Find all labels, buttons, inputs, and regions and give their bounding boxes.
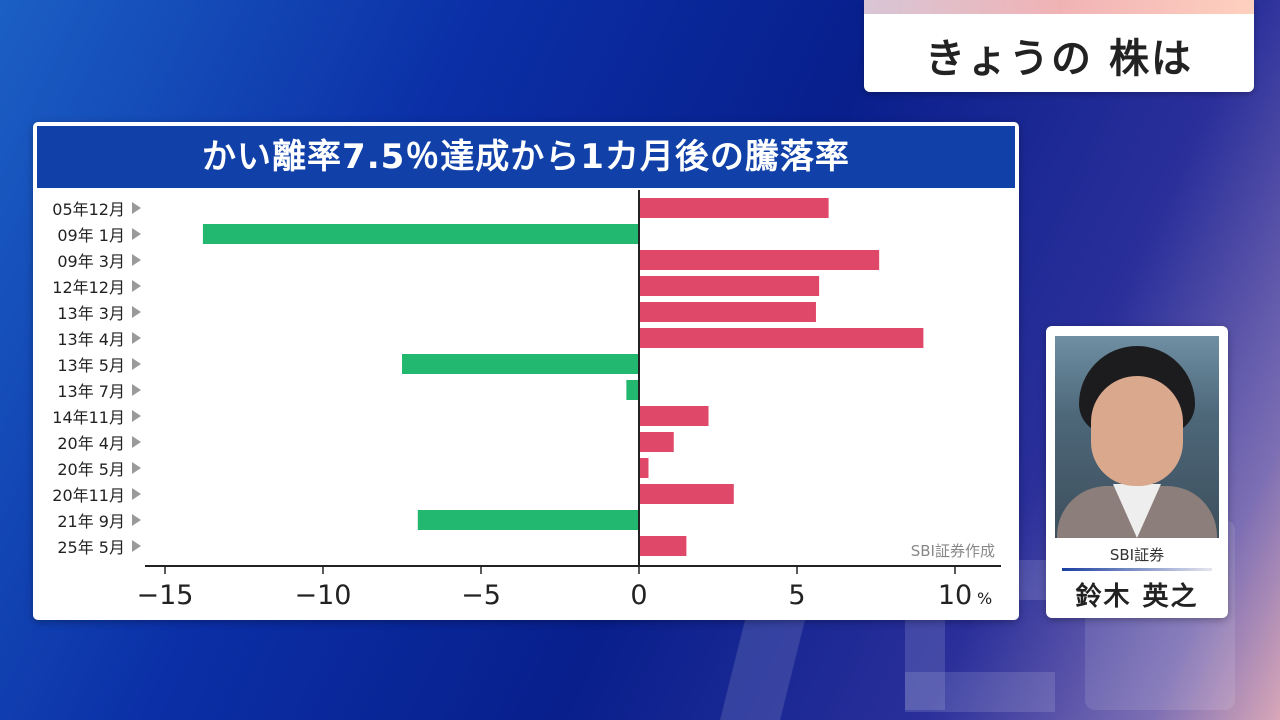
category-label: 13年 4月 <box>57 330 125 349</box>
watermark-shape <box>905 672 1055 712</box>
category-arrow <box>132 410 141 422</box>
category-arrow <box>132 280 141 292</box>
bar <box>626 380 639 400</box>
x-tick-label: 10 <box>938 580 972 611</box>
category-arrow <box>132 228 141 240</box>
bar <box>639 536 687 556</box>
category-label: 20年11月 <box>52 486 125 505</box>
category-arrow <box>132 306 141 318</box>
category-arrow <box>132 254 141 266</box>
category-arrow <box>132 488 141 500</box>
category-arrow <box>132 358 141 370</box>
name-underline <box>1062 568 1212 571</box>
category-arrow <box>132 436 141 448</box>
program-title-box: きょうの 株は <box>864 0 1254 92</box>
category-label: 13年 7月 <box>57 382 125 401</box>
title-stripe <box>864 0 1254 14</box>
x-tick-label: 0 <box>630 580 647 611</box>
x-tick-label: −5 <box>461 580 501 611</box>
bar <box>639 198 829 218</box>
bar <box>639 328 924 348</box>
bar <box>402 354 639 374</box>
bar <box>639 432 674 452</box>
bar <box>639 484 734 504</box>
bar <box>639 276 820 296</box>
x-unit-label: % <box>977 589 992 608</box>
x-tick-label: −10 <box>295 580 352 611</box>
bar-chart: 05年12月 09年 1月 09年 3月 12年12月 13年 3月 13年 4月 13年 … <box>52 190 1001 611</box>
category-arrow <box>132 540 141 552</box>
category-arrow <box>132 514 141 526</box>
source-note: SBI証券作成 <box>911 542 995 560</box>
category-arrow <box>132 202 141 214</box>
category-label: 14年11月 <box>52 408 125 427</box>
category-arrow <box>132 332 141 344</box>
category-label: 20年 4月 <box>57 434 125 453</box>
bar <box>417 510 639 530</box>
presenter-card: SBI証券 鈴木 英之 <box>1046 326 1228 618</box>
category-label: 12年12月 <box>52 278 125 297</box>
x-tick-label: 5 <box>788 580 805 611</box>
bar <box>639 250 880 270</box>
category-label: 09年 3月 <box>57 252 125 271</box>
x-tick-label: −15 <box>137 580 194 611</box>
category-label: 13年 3月 <box>57 304 125 323</box>
chart-title: かい離率7.5％達成から1カ月後の騰落率 <box>37 126 1015 188</box>
presenter-photo <box>1055 336 1219 538</box>
category-arrow <box>132 384 141 396</box>
category-label: 13年 5月 <box>57 356 125 375</box>
category-label: 05年12月 <box>52 200 125 219</box>
bar <box>639 458 649 478</box>
presenter-name: 鈴木 英之 <box>1075 582 1199 612</box>
category-label: 20年 5月 <box>57 460 125 479</box>
category-arrow <box>132 462 141 474</box>
bar <box>202 224 640 244</box>
bar <box>639 302 816 322</box>
program-title: きょうの 株は <box>925 36 1193 82</box>
category-label: 25年 5月 <box>57 538 125 557</box>
category-label: 21年 9月 <box>57 512 125 531</box>
category-label: 09年 1月 <box>57 226 125 245</box>
presenter-company: SBI証券 <box>1109 546 1165 564</box>
chart-panel: 05年12月 09年 1月 09年 3月 12年12月 13年 3月 13年 4月 13年 … <box>33 122 1019 620</box>
photo-face <box>1091 376 1183 486</box>
bar <box>639 406 709 426</box>
